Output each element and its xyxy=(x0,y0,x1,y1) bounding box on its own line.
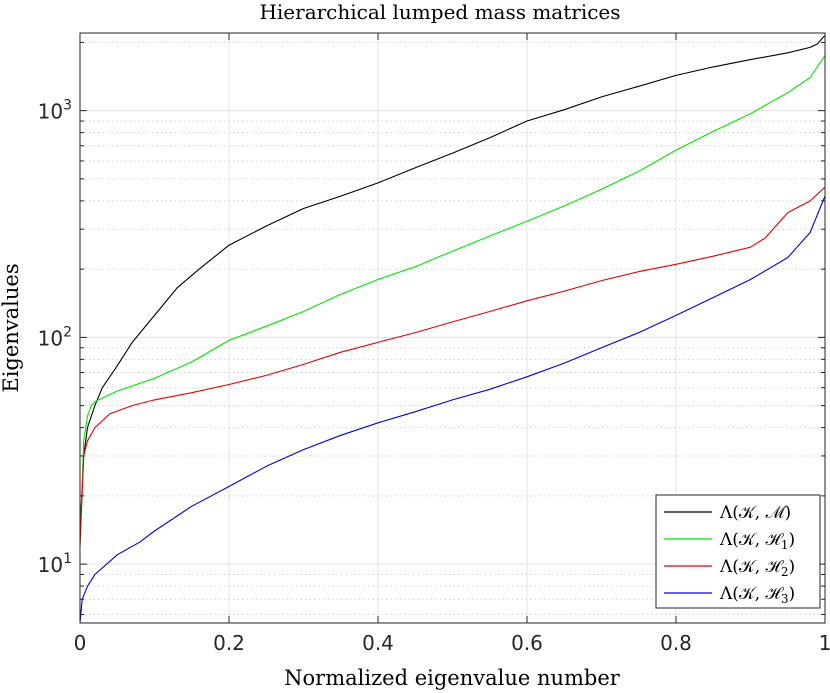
series-line-3 xyxy=(80,186,825,547)
y-tick-label: 103 xyxy=(38,98,72,124)
plot-frame xyxy=(79,32,826,624)
legend-label-3: Λ(𝒦, ℋ2) xyxy=(719,557,795,579)
y-tick-label: 101 xyxy=(38,551,72,577)
y-axis-label: Eigenvalues xyxy=(0,263,23,392)
x-tick-label: 0.4 xyxy=(362,631,394,655)
x-axis: 0 0.2 0.4 0.6 0.8 1 xyxy=(74,33,830,655)
plot-area xyxy=(80,34,825,623)
legend-label-1: Λ(𝒦, ℳ) xyxy=(719,503,791,523)
x-tick-label: 0 xyxy=(74,631,87,655)
grid xyxy=(80,33,825,623)
legend-label-4: Λ(𝒦, ℋ3) xyxy=(719,584,795,606)
legend: Λ(𝒦, ℳ) Λ(𝒦, ℋ1) Λ(𝒦, ℋ2) Λ(𝒦, ℋ3) xyxy=(655,494,821,609)
x-axis-label: Normalized eigenvalue number xyxy=(284,666,621,690)
x-tick-label: 0.2 xyxy=(213,631,245,655)
legend-box xyxy=(655,494,821,609)
legend-label-2: Λ(𝒦, ℋ1) xyxy=(719,530,795,552)
series-line-1 xyxy=(80,34,825,532)
series-line-2 xyxy=(80,55,825,547)
x-tick-label: 0.6 xyxy=(511,631,543,655)
x-tick-label: 0.8 xyxy=(660,631,692,655)
series-line-4 xyxy=(80,195,825,623)
x-tick-label: 1 xyxy=(819,631,830,655)
chart-title: Hierarchical lumped mass matrices xyxy=(259,0,620,24)
y-axis: 101 102 103 xyxy=(38,41,825,615)
y-tick-label: 102 xyxy=(38,324,72,350)
